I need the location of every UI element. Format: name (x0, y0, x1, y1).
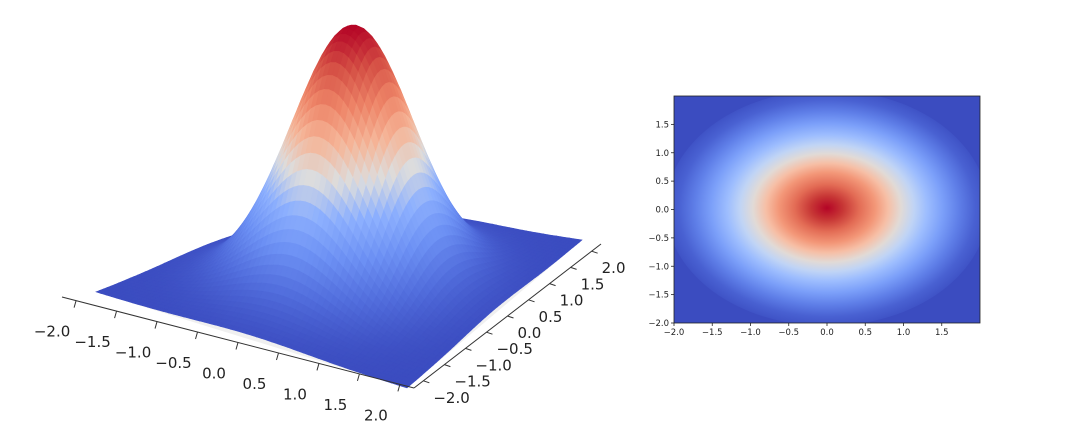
y-tick-mark (507, 315, 514, 319)
x-tick-mark (114, 310, 118, 319)
y-tick-mark (570, 266, 577, 270)
y-tick-mark (444, 364, 451, 368)
heatmap-y-tick-label: 1.0 (655, 149, 669, 159)
heatmap-x-tick-label: 0.0 (820, 328, 834, 338)
heatmap-y-tick-label: 1.5 (655, 120, 669, 130)
y-tick-mark (549, 283, 556, 287)
heatmap-y-ticks: 1.5 1.0 0.5 0.0 −0.5 −1.0 −1.5 −2.0 (648, 120, 674, 329)
x-tick-labels: −2.0−1.5 −1.0−0.5 0.0 0.5 1.0 1.5 2.0 (34, 300, 401, 424)
y-tick-label: −1.0 (475, 356, 511, 374)
heatmap-x-tick-label: 0.5 (858, 328, 872, 338)
y-tick-mark (465, 347, 472, 351)
y-tick-label: 2.0 (602, 259, 626, 277)
y-tick-label: −2.0 (433, 389, 469, 407)
heatmap-x-tick-label: −1.5 (702, 328, 723, 338)
heatmap-x-tick-label: −0.5 (778, 328, 799, 338)
heatmap-x-ticks: −2.0 −1.5 −1.0 −0.5 0.0 0.5 1.0 1.5 (664, 323, 949, 338)
heatmap-y-tick-label: −1.0 (648, 262, 669, 272)
y-tick-mark (423, 380, 430, 384)
x-tick-mark (316, 363, 320, 371)
x-tick-label: 1.5 (324, 396, 348, 414)
y-tick-label: 0.0 (518, 324, 542, 342)
heatmap-2d-plot: −2.0 −1.5 −1.0 −0.5 0.0 0.5 1.0 1.5 1.5 1.0 0.5 0.… (648, 95, 981, 338)
y-tick-label: −1.5 (454, 373, 490, 391)
heatmap-y-tick-label: 0.0 (655, 206, 669, 216)
x-tick-mark (195, 331, 199, 340)
y-tick-label: 1.5 (581, 275, 605, 293)
y-tick-mark (591, 250, 598, 254)
y-tick-mark (486, 331, 493, 335)
heatmap-x-tick-label: −2.0 (664, 328, 685, 338)
heatmap-y-tick-label: −2.0 (648, 319, 669, 329)
heatmap-y-tick-label: −0.5 (648, 234, 669, 244)
x-axis-3d: −2.0−1.5 −1.0−0.5 0.0 0.5 1.0 1.5 2.0 (34, 296, 415, 424)
heatmap-x-tick-label: 1.0 (897, 328, 911, 338)
x-tick-mark (275, 352, 279, 361)
y-axis-3d: −2.0−1.5−1.0−0.50.00.51.01.52.0 (413, 243, 626, 407)
y-tick-label: 0.5 (539, 308, 563, 326)
x-tick-label: −2.0 (34, 323, 70, 341)
x-tick-mark (73, 300, 77, 308)
x-tick-label: −0.5 (155, 354, 191, 372)
heatmap-x-tick-label: 1.5 (935, 328, 949, 338)
y-tick-label: 1.0 (560, 292, 584, 310)
x-tick-label: −1.5 (74, 333, 110, 351)
surface-mesh (95, 24, 583, 389)
y-tick-label: −0.5 (496, 340, 532, 358)
x-tick-label: 2.0 (364, 406, 388, 424)
x-tick-label: 1.0 (283, 385, 307, 403)
heatmap-field (674, 96, 980, 323)
x-tick-mark (356, 373, 360, 382)
y-tick-labels: −2.0−1.5−1.0−0.50.00.51.01.52.0 (423, 250, 626, 407)
y-tick-mark (528, 299, 535, 303)
x-tick-label: 0.5 (243, 375, 267, 393)
heatmap-y-tick-label: 0.5 (655, 177, 669, 187)
x-tick-mark (397, 384, 401, 392)
x-tick-mark (235, 342, 239, 350)
heatmap-y-tick-label: −1.5 (648, 291, 669, 301)
heatmap-x-tick-label: −1.0 (740, 328, 761, 338)
x-tick-mark (154, 321, 158, 329)
surface-3d-plot: −2.0−1.5−1.0−0.50.00.51.01.52.0 −2.0−1.5… (34, 24, 626, 424)
x-tick-label: 0.0 (202, 365, 226, 383)
x-tick-label: −1.0 (115, 344, 151, 362)
